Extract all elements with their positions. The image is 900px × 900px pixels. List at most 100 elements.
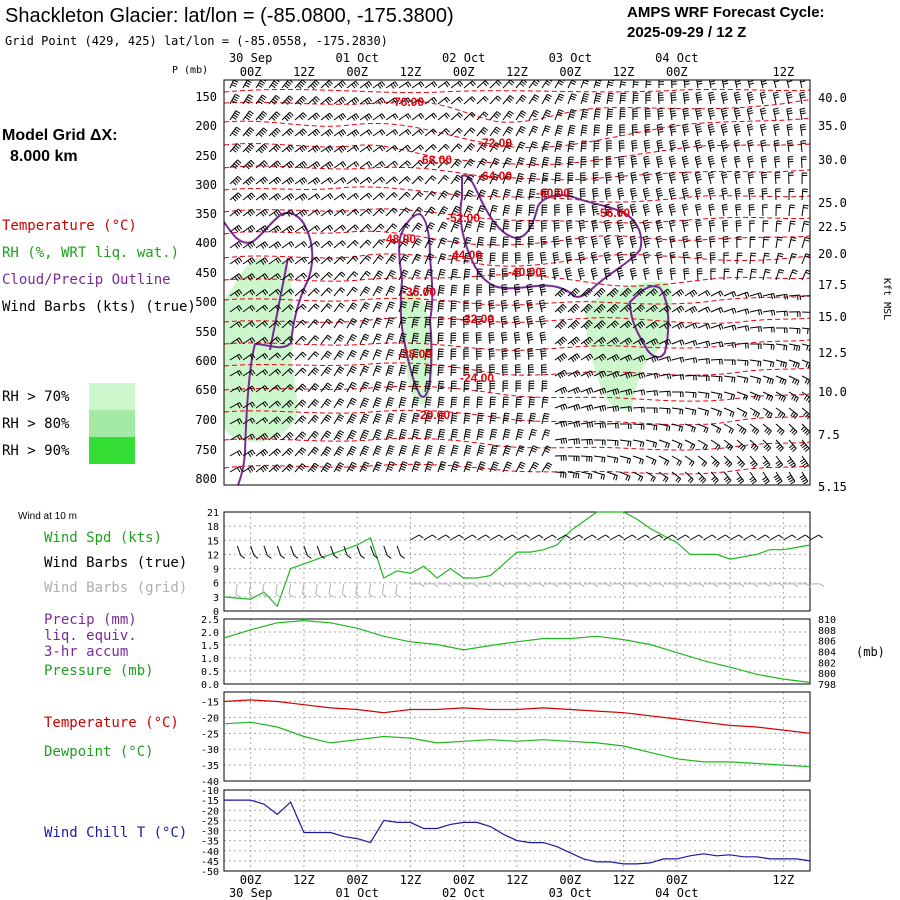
wind-barb — [320, 193, 334, 201]
wind-barb — [501, 348, 508, 361]
wind-barb — [656, 251, 663, 265]
time-tick-label: 12Z — [773, 873, 795, 887]
wind-barb — [619, 439, 632, 447]
wind-barb — [707, 123, 716, 137]
wind-barb — [437, 268, 446, 281]
surface-wind-barb — [423, 534, 437, 541]
legend-rh80: RH > 80% — [2, 416, 70, 432]
wind-barb — [632, 389, 646, 396]
pressure-unit-label: (mb) — [856, 645, 885, 659]
surface-wind-barb — [476, 534, 491, 541]
wind-barb — [616, 251, 624, 265]
wind-barb — [437, 348, 444, 361]
wind-barb — [671, 407, 684, 415]
wind-barb — [669, 139, 677, 153]
wind-barb — [281, 111, 294, 122]
wind-barb — [411, 128, 425, 137]
wind-barb — [697, 423, 709, 434]
wind-barb — [411, 285, 421, 297]
surface-wind-barb-grid — [583, 583, 598, 588]
wind-barb — [450, 284, 458, 297]
wind-barb — [372, 413, 382, 425]
pressure-tick-label: 400 — [195, 236, 217, 250]
wind-barb — [646, 407, 658, 413]
wind-barb — [294, 225, 308, 233]
date-tick-label: 02 Oct — [442, 51, 485, 65]
wind-barb — [513, 331, 521, 345]
wind-barb — [346, 177, 360, 185]
wind-barb — [489, 189, 499, 201]
wind-barb — [372, 365, 382, 377]
time-tick-label: 12Z — [613, 65, 635, 79]
wind-barb — [709, 252, 716, 265]
wind-barb — [281, 463, 294, 473]
wind-barb — [489, 445, 499, 457]
wind-barb — [437, 143, 450, 153]
wind-barb — [632, 304, 645, 313]
y-tick-label-right: 810 — [818, 615, 836, 626]
wind-barb — [658, 373, 672, 380]
wind-barb — [629, 251, 638, 265]
wind-barb — [788, 294, 801, 301]
wind-barb — [591, 235, 599, 249]
time-tick-label: 12Z — [293, 873, 315, 887]
wind-barb — [281, 400, 294, 409]
wind-barb — [616, 267, 625, 281]
wind-barb — [333, 302, 345, 313]
surface-wind-barb-grid — [663, 583, 678, 588]
dewpoint-line — [223, 721, 811, 768]
wind-barb — [697, 439, 708, 451]
wind-barb — [669, 235, 676, 249]
wind-barb — [489, 428, 498, 441]
wind-barb — [603, 235, 612, 249]
wind-barb — [346, 240, 359, 249]
wind-barb — [450, 300, 457, 313]
wind-barb — [359, 192, 373, 201]
wind-barb — [538, 315, 547, 329]
wind-barb — [320, 287, 333, 297]
temp-label-40: -40.00 — [508, 265, 542, 279]
wind-barb — [670, 80, 677, 89]
wind-barb — [749, 309, 763, 316]
wind-barb — [229, 289, 243, 297]
wind-barb — [801, 204, 809, 217]
wind-barb — [747, 80, 755, 89]
wind-barb — [476, 252, 484, 265]
wind-barb — [593, 80, 602, 89]
wind-barb — [567, 386, 581, 395]
wind-barb — [606, 320, 619, 329]
wind-barb — [788, 269, 798, 281]
wind-barb — [242, 353, 256, 361]
wind-barb — [775, 252, 784, 265]
wind-barb — [488, 332, 495, 345]
wind-barb — [710, 423, 722, 434]
wind-barb — [385, 129, 399, 137]
wind-barb — [668, 219, 676, 233]
wind-barb — [242, 176, 255, 186]
wind-barb — [502, 110, 514, 121]
temperature-series-label: Temperature (°C) — [44, 715, 179, 731]
wind-barb — [515, 396, 522, 409]
wind-barb — [775, 220, 782, 233]
wind-barb — [294, 463, 307, 473]
wind-barb — [281, 95, 294, 105]
wind-barb — [642, 219, 650, 233]
wind-barb — [346, 224, 359, 233]
wind-barb — [759, 107, 767, 121]
wind-barb — [437, 237, 447, 249]
wind-barb — [294, 319, 307, 329]
wind-barb — [723, 375, 736, 383]
wind-barb — [684, 407, 697, 416]
wind-barb — [697, 471, 707, 484]
wind-barb — [682, 91, 690, 105]
wind-barb — [463, 205, 474, 217]
wind-barb — [242, 321, 256, 329]
wind-barb — [565, 235, 573, 249]
wind-barb — [320, 177, 334, 185]
wind-barb — [593, 303, 606, 314]
wind-barb — [527, 252, 534, 265]
wind-barb — [242, 385, 256, 393]
wind-barb — [580, 370, 594, 378]
surface-wind-barb — [756, 534, 770, 541]
wind-barb — [476, 95, 489, 105]
